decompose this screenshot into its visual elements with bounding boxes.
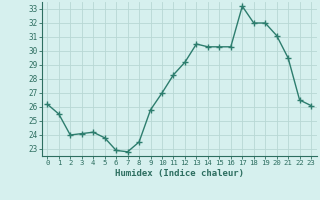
X-axis label: Humidex (Indice chaleur): Humidex (Indice chaleur) <box>115 169 244 178</box>
